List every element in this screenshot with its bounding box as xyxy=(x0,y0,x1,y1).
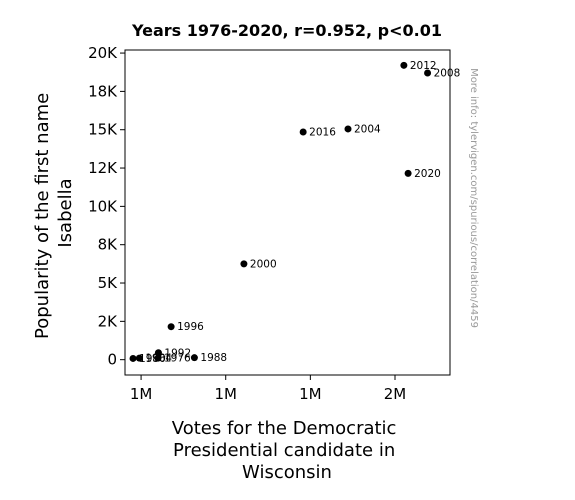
data-label-1984: 1984 xyxy=(145,353,172,365)
y-axis-label: Popularity of the first name Isabella xyxy=(32,87,76,339)
y-tick-label: 0 xyxy=(107,351,117,369)
y-axis-label-line-1: Popularity of the first name xyxy=(32,93,53,339)
data-label-1992: 1992 xyxy=(164,347,191,359)
data-label-2000: 2000 xyxy=(250,258,277,270)
y-tick-label: 8K xyxy=(98,236,119,254)
x-tick-label: 1M xyxy=(130,385,153,403)
data-point-2016 xyxy=(299,128,307,136)
x-axis-label-line-3: Wisconsin xyxy=(242,462,332,483)
x-axis: 1M 1M 1M 2M xyxy=(130,375,406,403)
y-tick-label: 15K xyxy=(88,121,118,139)
data-point-2004 xyxy=(344,125,352,133)
data-label-2016: 2016 xyxy=(309,127,336,139)
x-tick-label: 1M xyxy=(214,385,237,403)
x-axis-label-line-2: Presidential candidate in xyxy=(173,440,395,461)
data-label-2020: 2020 xyxy=(414,168,441,180)
data-label-2008: 2008 xyxy=(434,67,461,79)
data-point-2008 xyxy=(424,69,432,77)
data-point-2012 xyxy=(400,61,408,69)
data-point-2020 xyxy=(404,169,412,177)
data-point-1988 xyxy=(190,354,198,362)
x-tick-label: 2M xyxy=(384,385,407,403)
data-label-1976: 1976 xyxy=(164,353,191,365)
y-axis-label-line-2: Isabella xyxy=(55,178,76,247)
y-tick-label: 2K xyxy=(98,312,119,330)
data-point-1980 xyxy=(129,354,137,362)
chart-title: Years 1976-2020, r=0.952, p<0.01 xyxy=(131,21,442,40)
y-tick-label: 20K xyxy=(88,44,118,62)
data-point-1976 xyxy=(154,354,162,362)
y-tick-label: 18K xyxy=(88,82,118,100)
y-axis: 0 2K 5K 8K 10K 12K 15K 18K 20K xyxy=(88,44,125,369)
y-tick-label: 5K xyxy=(98,274,119,292)
data-point-1996 xyxy=(167,323,175,331)
data-point-1984 xyxy=(135,354,143,362)
x-tick-label: 1M xyxy=(299,385,322,403)
data-point-1992 xyxy=(154,349,162,357)
plot-area-frame xyxy=(124,49,451,376)
y-tick-label: 12K xyxy=(88,159,118,177)
x-axis-label-line-1: Votes for the Democratic xyxy=(172,418,397,439)
data-label-1996: 1996 xyxy=(177,321,204,333)
data-label-1988: 1988 xyxy=(200,352,227,364)
x-axis-label: Votes for the Democratic Presidential ca… xyxy=(172,418,402,483)
y-tick-label: 10K xyxy=(88,197,118,215)
data-label-2004: 2004 xyxy=(354,123,381,135)
source-credit: More info: tylervigen.com/spurious/corre… xyxy=(468,68,479,328)
data-point-2000 xyxy=(240,260,248,268)
data-label-2012: 2012 xyxy=(410,60,437,72)
